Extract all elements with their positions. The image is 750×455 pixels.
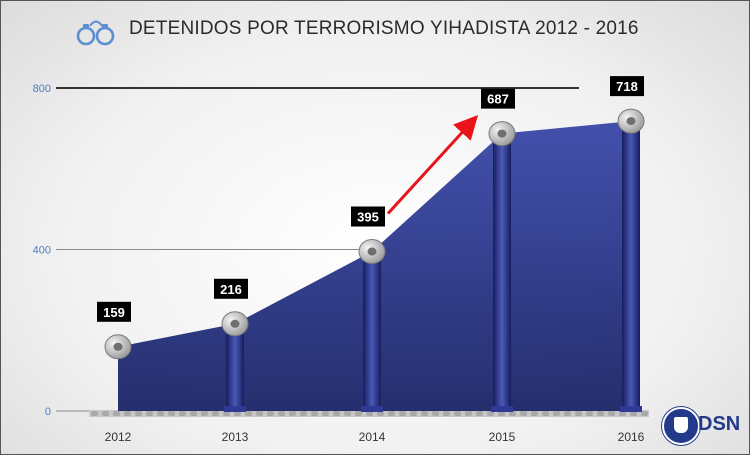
floor-link: [542, 411, 549, 416]
floor-link: [410, 411, 417, 416]
floor-link: [597, 411, 604, 416]
floor-link: [124, 411, 131, 416]
data-column: [363, 251, 381, 411]
floor-link: [366, 411, 373, 416]
floor-link: [553, 411, 560, 416]
column-base: [224, 406, 246, 412]
y-tick-label: 0: [45, 406, 51, 418]
floor-link: [564, 411, 571, 416]
floor-link: [91, 411, 98, 416]
floor-link: [388, 411, 395, 416]
data-label-box: [610, 76, 644, 97]
data-point-hole: [230, 319, 240, 328]
data-column: [493, 133, 511, 411]
floor-link: [476, 411, 483, 416]
floor-link: [300, 411, 307, 416]
floor-link: [311, 411, 318, 416]
floor-link: [146, 411, 153, 416]
dsn-seal-icon: [662, 407, 700, 445]
floor-link: [234, 411, 241, 416]
data-point-hole: [626, 117, 636, 126]
x-tick-label: 2014: [359, 430, 386, 444]
data-label-box: [481, 88, 515, 109]
data-label: 718: [616, 79, 638, 94]
data-label: 159: [103, 305, 125, 320]
chart-title: DETENIDOS POR TERRORISMO YIHADISTA 2012 …: [129, 18, 639, 39]
floor-link: [399, 411, 406, 416]
floor-link: [509, 411, 516, 416]
data-label: 395: [357, 210, 379, 225]
floor-link: [355, 411, 362, 416]
floor-link: [421, 411, 428, 416]
x-tick-label: 2016: [618, 430, 645, 444]
trend-arrow: [386, 114, 479, 215]
floor-link: [377, 411, 384, 416]
floor-link: [322, 411, 329, 416]
y-tick-label: 400: [33, 245, 51, 257]
data-point-hole: [497, 129, 507, 138]
floor-link: [344, 411, 351, 416]
handcuffs-icon: [76, 20, 115, 46]
floor-link: [212, 411, 219, 416]
floor-link: [113, 411, 120, 416]
floor-link: [278, 411, 285, 416]
data-point-hole: [367, 247, 377, 256]
floor-link: [102, 411, 109, 416]
floor-link: [575, 411, 582, 416]
floor-link: [443, 411, 450, 416]
data-label-box: [97, 301, 131, 322]
x-tick-label: 2012: [105, 430, 132, 444]
floor-link: [641, 411, 648, 416]
dsn-logo: DSN: [662, 405, 748, 445]
floor-link: [498, 411, 505, 416]
floor-link: [245, 411, 252, 416]
data-label: 216: [220, 282, 242, 297]
data-label-box: [351, 206, 385, 227]
floor-link: [454, 411, 461, 416]
column-base: [620, 406, 642, 412]
data-point-hole: [113, 342, 123, 351]
floor-link: [619, 411, 626, 416]
floor-link: [465, 411, 472, 416]
data-column: [622, 121, 640, 412]
floor-link: [267, 411, 274, 416]
floor-link: [630, 411, 637, 416]
floor-link: [487, 411, 494, 416]
column-base: [361, 406, 383, 412]
floor-link: [531, 411, 538, 416]
floor-link: [586, 411, 593, 416]
floor-link: [333, 411, 340, 416]
floor-link: [201, 411, 208, 416]
floor-link: [168, 411, 175, 416]
data-column: [226, 323, 244, 411]
data-label: 687: [487, 92, 509, 107]
floor-link: [223, 411, 230, 416]
floor-link: [135, 411, 142, 416]
floor-link: [157, 411, 164, 416]
floor-link: [289, 411, 296, 416]
floor-link: [608, 411, 615, 416]
column-base: [491, 406, 513, 412]
floor-link: [432, 411, 439, 416]
floor-link: [179, 411, 186, 416]
floor-link: [520, 411, 527, 416]
x-tick-label: 2013: [222, 430, 249, 444]
floor-link: [190, 411, 197, 416]
x-tick-label: 2015: [489, 430, 516, 444]
y-tick-label: 800: [33, 83, 51, 95]
floor-link: [256, 411, 263, 416]
dsn-logo-text: DSN: [698, 413, 741, 435]
data-label-box: [214, 278, 248, 299]
